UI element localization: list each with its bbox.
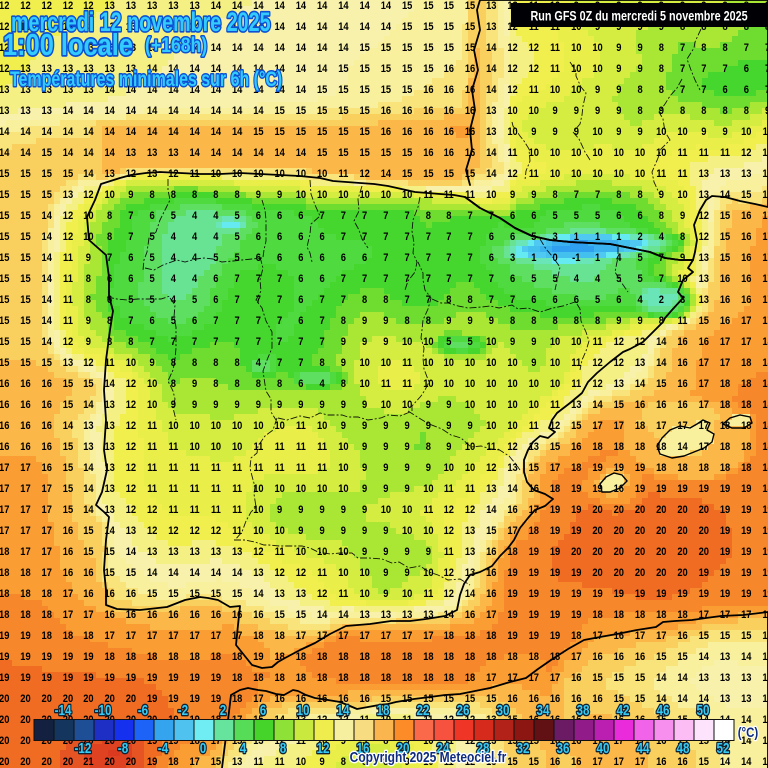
svg-text:mercredi 12 novembre 2025: mercredi 12 novembre 2025 (11, 8, 271, 38)
svg-text:30: 30 (497, 702, 510, 719)
svg-text:22: 22 (416, 702, 429, 719)
svg-text:6: 6 (260, 702, 267, 719)
svg-text:20: 20 (397, 740, 410, 757)
svg-text:2: 2 (220, 702, 227, 719)
svg-text:24: 24 (436, 740, 449, 757)
svg-text:10: 10 (297, 702, 310, 719)
svg-text:36: 36 (557, 740, 570, 757)
svg-text:-8: -8 (118, 740, 129, 757)
svg-text:38: 38 (576, 702, 589, 719)
svg-text:1:00 locale: 1:00 locale (3, 28, 133, 63)
svg-text:40: 40 (597, 740, 610, 757)
svg-text:52: 52 (716, 740, 729, 757)
svg-text:28: 28 (476, 740, 489, 757)
svg-text:4: 4 (240, 740, 247, 757)
svg-text:26: 26 (457, 702, 470, 719)
svg-text:34: 34 (537, 702, 550, 719)
svg-text:Copyright 2025 Meteociel.fr: Copyright 2025 Meteociel.fr (350, 749, 507, 766)
svg-text:48: 48 (676, 740, 689, 757)
svg-text:42: 42 (616, 702, 629, 719)
svg-text:14: 14 (336, 702, 349, 719)
svg-text:-12: -12 (75, 740, 92, 757)
svg-text:Run GFS 0Z du mercredi 5 novem: Run GFS 0Z du mercredi 5 novembre 2025 (530, 8, 747, 23)
svg-text:16: 16 (357, 740, 370, 757)
svg-text:(°C): (°C) (738, 724, 759, 740)
svg-text:-10: -10 (95, 702, 112, 719)
svg-text:18: 18 (376, 702, 389, 719)
svg-text:-4: -4 (158, 740, 169, 757)
svg-text:8: 8 (280, 740, 287, 757)
svg-text:-6: -6 (138, 702, 148, 719)
svg-text:Températures minimales sur 6h: Températures minimales sur 6h (°C) (10, 67, 282, 91)
svg-text:46: 46 (656, 702, 669, 719)
svg-text:32: 32 (516, 740, 529, 757)
svg-text:44: 44 (637, 740, 650, 757)
svg-text:-14: -14 (55, 702, 72, 719)
svg-text:-2: -2 (178, 702, 188, 719)
svg-text:(+168h): (+168h) (145, 34, 207, 58)
svg-text:12: 12 (316, 740, 329, 757)
svg-text:50: 50 (697, 702, 710, 719)
svg-text:0: 0 (200, 740, 207, 757)
